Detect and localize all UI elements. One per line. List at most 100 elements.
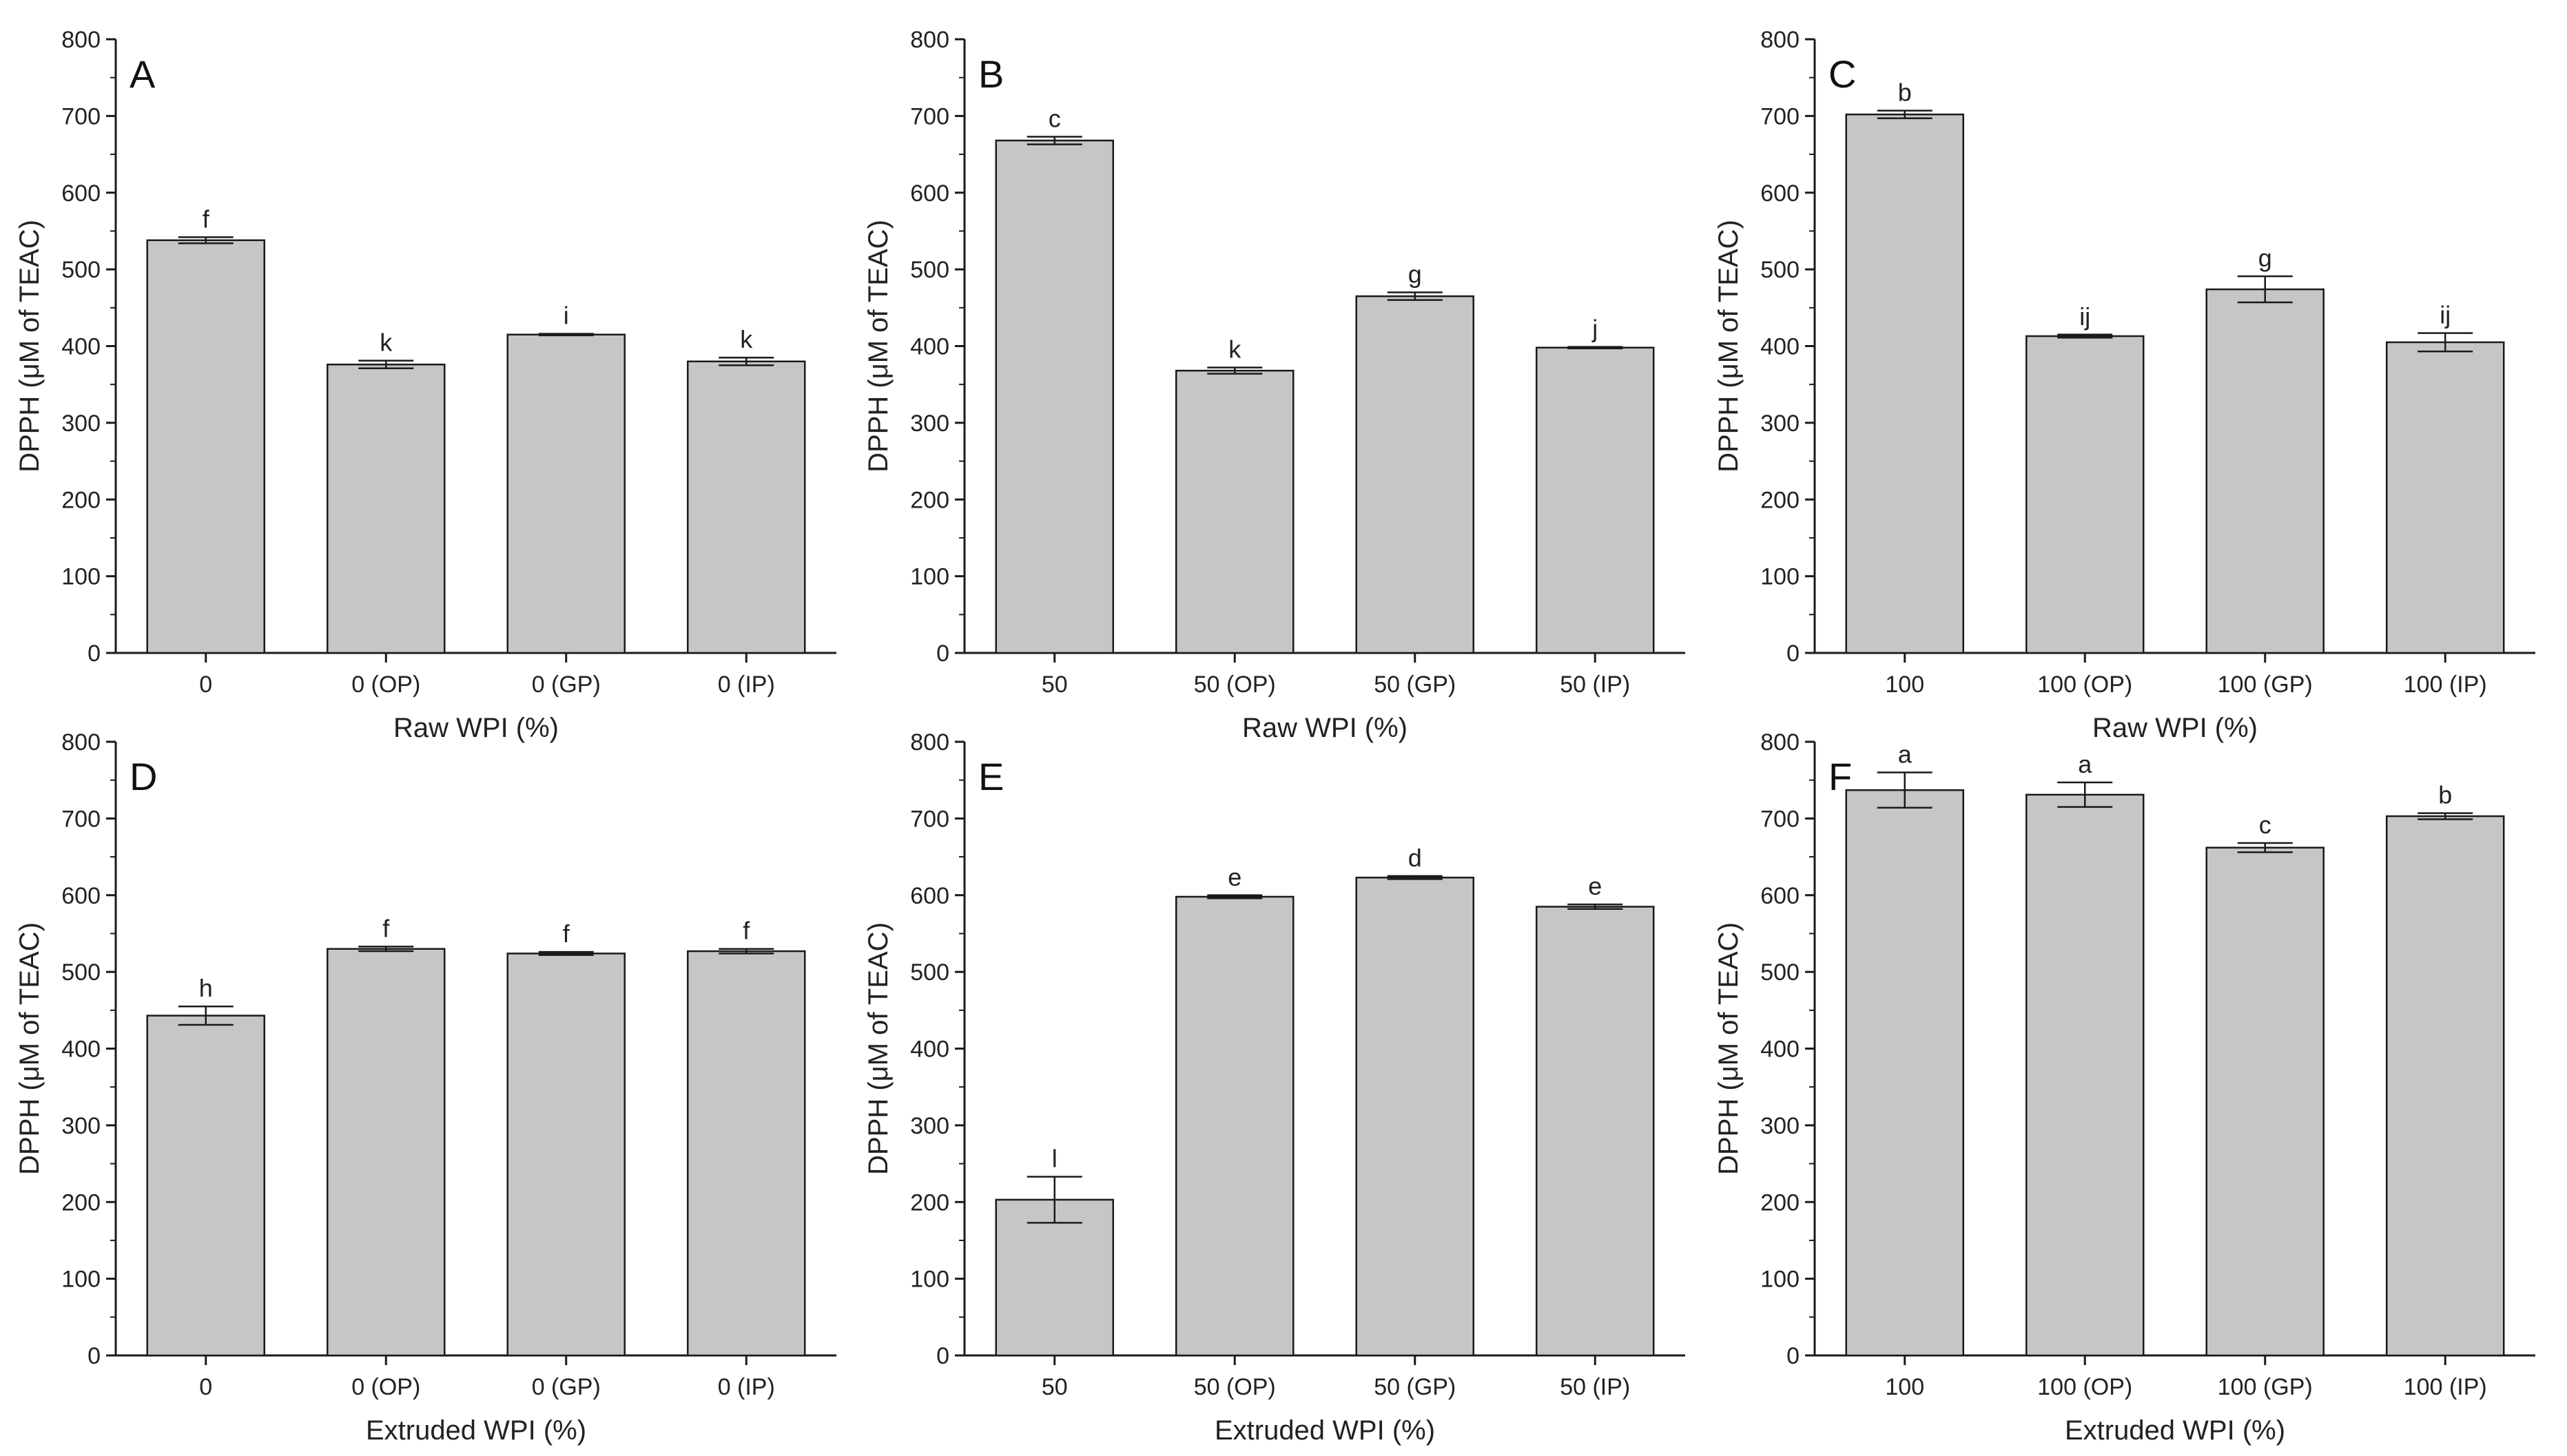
y-tick-label: 0: [87, 1343, 101, 1369]
y-tick-label: 0: [1786, 1343, 1800, 1369]
y-axis-title: DPPH (μM of TEAC): [14, 922, 45, 1175]
y-tick-label: 600: [910, 883, 949, 909]
significance-label: g: [1408, 260, 1422, 289]
chart-panel-f: 0 100 200 300 400 500 600 700 800 a 100 a 100 (OP) c 1…: [1713, 729, 2535, 1446]
y-tick-label: 500: [61, 257, 101, 283]
y-tick-label: 500: [910, 959, 949, 986]
y-tick-label: 500: [910, 257, 949, 283]
significance-label: i: [564, 302, 569, 330]
y-tick-label: 500: [61, 959, 101, 986]
significance-label: k: [740, 325, 753, 353]
significance-label: b: [1898, 79, 1912, 107]
x-tick-label: 0 (IP): [718, 672, 775, 698]
significance-label: f: [203, 205, 210, 233]
bar: [2386, 815, 2505, 1357]
x-tick-label: 50: [1042, 672, 1068, 698]
x-axis-title: Extruded WPI (%): [2065, 1415, 2285, 1446]
significance-label: b: [2438, 781, 2452, 809]
x-tick-label: 100 (IP): [2404, 672, 2487, 698]
y-axis-title: DPPH (μM of TEAC): [1713, 220, 1744, 472]
y-tick-label: 400: [61, 334, 101, 360]
panel-letter: D: [130, 755, 157, 798]
y-tick-label: 300: [1760, 410, 1800, 437]
bar: [1536, 906, 1655, 1357]
significance-label: k: [380, 329, 393, 357]
y-axis-title: DPPH (μM of TEAC): [14, 220, 45, 472]
x-tick-label: 50 (GP): [1374, 1374, 1456, 1400]
y-axis-title: DPPH (μM of TEAC): [1713, 922, 1744, 1175]
bar: [2205, 288, 2324, 654]
y-tick-label: 600: [1760, 180, 1800, 207]
significance-label: a: [2078, 750, 2092, 778]
x-axis-title: Extruded WPI (%): [1215, 1415, 1435, 1446]
chart-panel-d: 0 100 200 300 400 500 600 700 800 h 0 f 0 (OP) f 0 (GP…: [14, 729, 836, 1446]
bar: [327, 363, 446, 654]
x-tick-label: 100 (IP): [2404, 1374, 2487, 1400]
y-tick-label: 200: [910, 1189, 949, 1216]
y-tick-label: 700: [61, 103, 101, 129]
bar: [506, 333, 626, 654]
significance-label: f: [743, 917, 750, 945]
x-tick-label: 0: [199, 1374, 212, 1400]
y-tick-label: 400: [1760, 334, 1800, 360]
bar: [146, 1015, 265, 1357]
y-tick-label: 700: [1760, 806, 1800, 832]
significance-label: e: [1228, 863, 1241, 891]
y-tick-label: 800: [1760, 729, 1800, 756]
x-tick-label: 50 (IP): [1560, 672, 1630, 698]
y-tick-label: 800: [1760, 27, 1800, 53]
y-tick-label: 100: [61, 1267, 101, 1293]
y-tick-label: 300: [61, 1113, 101, 1139]
chart-panel-b: 0 100 200 300 400 500 600 700 800 c 50 k 50 (OP) g 50 …: [863, 27, 1685, 743]
y-axis-title: DPPH (μM of TEAC): [863, 220, 894, 472]
x-axis-title: Extruded WPI (%): [366, 1415, 586, 1446]
significance-label: c: [1049, 104, 1061, 132]
x-tick-label: 50 (IP): [1560, 1374, 1630, 1400]
y-tick-label: 0: [87, 641, 101, 667]
y-tick-label: 100: [1760, 1267, 1800, 1293]
significance-label: d: [1408, 844, 1422, 872]
y-tick-label: 700: [61, 806, 101, 832]
y-tick-label: 800: [61, 27, 101, 53]
x-tick-label: 100 (OP): [2037, 672, 2132, 698]
y-tick-label: 100: [61, 564, 101, 590]
significance-label: l: [1052, 1144, 1058, 1172]
bar: [1536, 346, 1655, 654]
x-tick-label: 100: [1885, 672, 1924, 698]
chart-panel-c: 0 100 200 300 400 500 600 700 800 b 100 ij 100 (OP) g…: [1713, 27, 2535, 743]
bar: [506, 953, 626, 1357]
panel-letter: A: [130, 52, 156, 96]
panel-letter: E: [978, 755, 1004, 798]
bar: [1355, 876, 1474, 1357]
bar: [2025, 793, 2145, 1357]
y-tick-label: 300: [61, 410, 101, 437]
y-tick-label: 400: [910, 1037, 949, 1063]
x-tick-label: 0: [199, 672, 212, 698]
y-tick-label: 700: [910, 103, 949, 129]
x-tick-label: 0 (GP): [532, 1374, 601, 1400]
panel-letter: B: [978, 52, 1004, 96]
significance-label: k: [1228, 335, 1241, 364]
x-tick-label: 100 (GP): [2218, 672, 2313, 698]
chart-panel-a: 0 100 200 300 400 500 600 700 800 f 0 k 0 (OP) i 0 (GP…: [14, 27, 836, 743]
y-axis-title: DPPH (μM of TEAC): [863, 922, 894, 1175]
bar: [327, 948, 446, 1357]
significance-label: f: [563, 919, 570, 948]
x-tick-label: 0 (GP): [532, 672, 601, 698]
y-tick-label: 800: [61, 729, 101, 756]
bar: [2025, 335, 2145, 654]
y-tick-label: 600: [1760, 883, 1800, 909]
x-axis-title: Raw WPI (%): [393, 713, 559, 743]
bar: [1175, 895, 1295, 1357]
y-tick-label: 300: [910, 410, 949, 437]
y-tick-label: 0: [936, 641, 949, 667]
x-tick-label: 50 (OP): [1194, 672, 1276, 698]
y-tick-label: 700: [1760, 103, 1800, 129]
bar: [687, 950, 806, 1357]
bar: [1845, 113, 1964, 654]
bar: [1355, 295, 1474, 654]
x-tick-label: 100 (GP): [2218, 1374, 2313, 1400]
bar: [2205, 846, 2324, 1357]
significance-label: h: [199, 974, 213, 1002]
